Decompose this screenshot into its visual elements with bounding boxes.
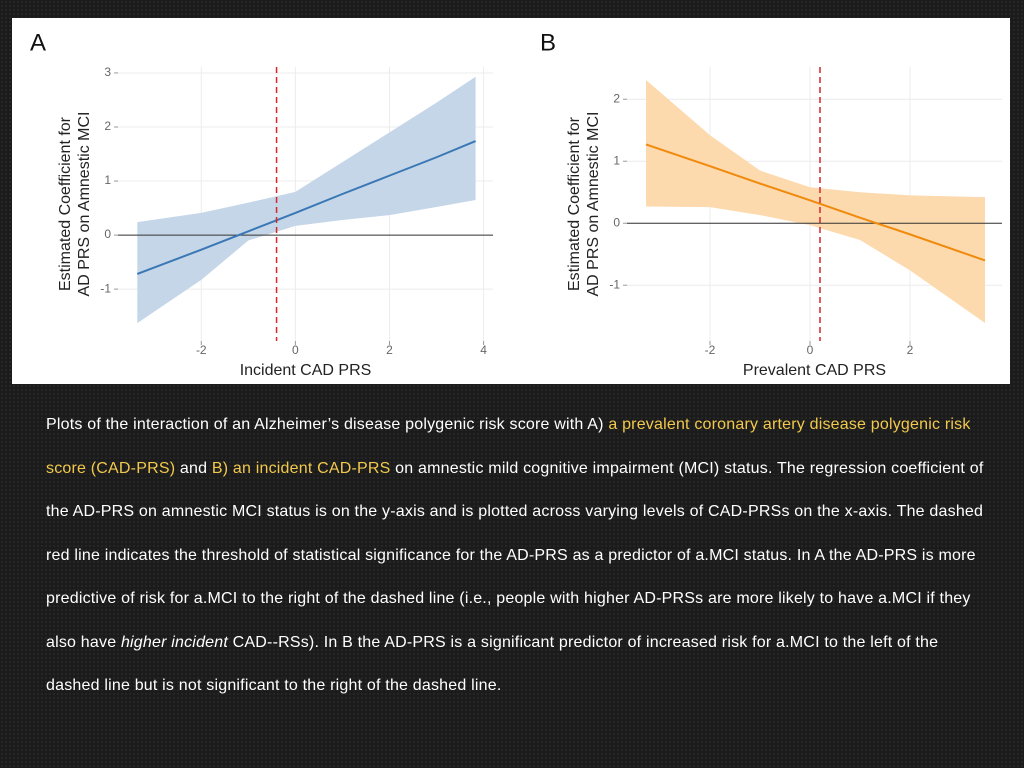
caption-text: a prevalent coronary artery disease poly… — [46, 416, 971, 477]
y-axis-title: Estimated Coefficient for — [566, 116, 583, 291]
panel-label: B — [540, 29, 556, 56]
y-tick-label: 3 — [104, 65, 111, 79]
caption-text: CAD--RSs). In B the AD-PRS is a signific… — [46, 633, 939, 695]
y-tick-label: 1 — [613, 153, 620, 167]
panel-label: A — [30, 29, 46, 56]
x-axis-title: Prevalent CAD PRS — [743, 362, 886, 379]
x-tick-label: 0 — [807, 343, 814, 357]
caption-text: higher incident — [120, 633, 229, 651]
x-tick-label: -2 — [705, 343, 716, 357]
estimate-line — [645, 143, 986, 262]
x-tick-label: 2 — [386, 343, 393, 357]
y-tick-label: -1 — [100, 281, 111, 295]
x-tick-label: 0 — [292, 343, 299, 357]
estimate-line — [136, 140, 476, 275]
caption-text: Plots of the interaction of an Alzheimer… — [46, 416, 609, 433]
y-axis-title: AD PRS on Amnestic MCI — [585, 112, 602, 297]
y-tick-label: 0 — [104, 227, 111, 241]
y-tick-label: 0 — [613, 215, 620, 229]
caption-text: and — [175, 459, 212, 477]
caption-text: B) an incident CAD-PRS — [211, 459, 391, 477]
y-tick-label: 1 — [104, 173, 111, 187]
y-axis-title: AD PRS on Amnestic MCI — [76, 112, 93, 297]
y-tick-label: -1 — [609, 277, 620, 291]
caption-text: on amnestic mild cognitive impairment (M… — [46, 459, 984, 651]
confidence-band — [137, 76, 476, 324]
figure: -1 0 1 2 3 -2 0 2 4 A Incident CAD PRS Estimated Co… — [12, 18, 1010, 384]
x-tick-label: 4 — [480, 343, 487, 357]
y-axis-title: Estimated Coefficient for — [57, 116, 74, 291]
y-tick-label: 2 — [104, 119, 111, 133]
x-axis-title: Incident CAD PRS — [240, 362, 372, 379]
x-tick-label: 2 — [907, 343, 914, 357]
y-tick-label: 2 — [613, 91, 620, 105]
x-tick-label: -2 — [196, 343, 207, 357]
caption: Plots of the interaction of an Alzheimer… — [46, 403, 986, 708]
